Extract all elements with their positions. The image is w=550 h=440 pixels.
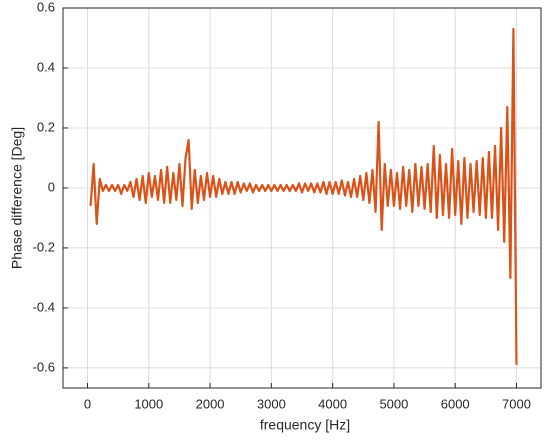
x-tick-label: 1000 bbox=[134, 396, 163, 411]
data-line bbox=[89, 27, 518, 365]
x-axis-label: frequency [Hz] bbox=[260, 417, 350, 433]
y-tick-label: 0.2 bbox=[37, 119, 55, 134]
x-tick-label: 3000 bbox=[257, 396, 286, 411]
x-tick-label: 6000 bbox=[441, 396, 470, 411]
plot-area bbox=[63, 8, 541, 388]
x-tick-label: 2000 bbox=[196, 396, 225, 411]
y-tick-label: -0.4 bbox=[33, 299, 55, 314]
y-tick-label: 0.6 bbox=[37, 0, 55, 14]
y-axis-label: Phase difference [Deg] bbox=[9, 127, 25, 269]
axes-box bbox=[62, 7, 542, 389]
y-tick-label: 0.4 bbox=[37, 59, 55, 74]
x-tick-label: 0 bbox=[84, 396, 91, 411]
y-tick-label: 0 bbox=[48, 179, 55, 194]
y-tick-label: -0.6 bbox=[33, 359, 55, 374]
x-tick-label: 4000 bbox=[318, 396, 347, 411]
y-tick-label: -0.2 bbox=[33, 239, 55, 254]
x-tick-label: 5000 bbox=[379, 396, 408, 411]
x-tick-label: 7000 bbox=[502, 396, 531, 411]
